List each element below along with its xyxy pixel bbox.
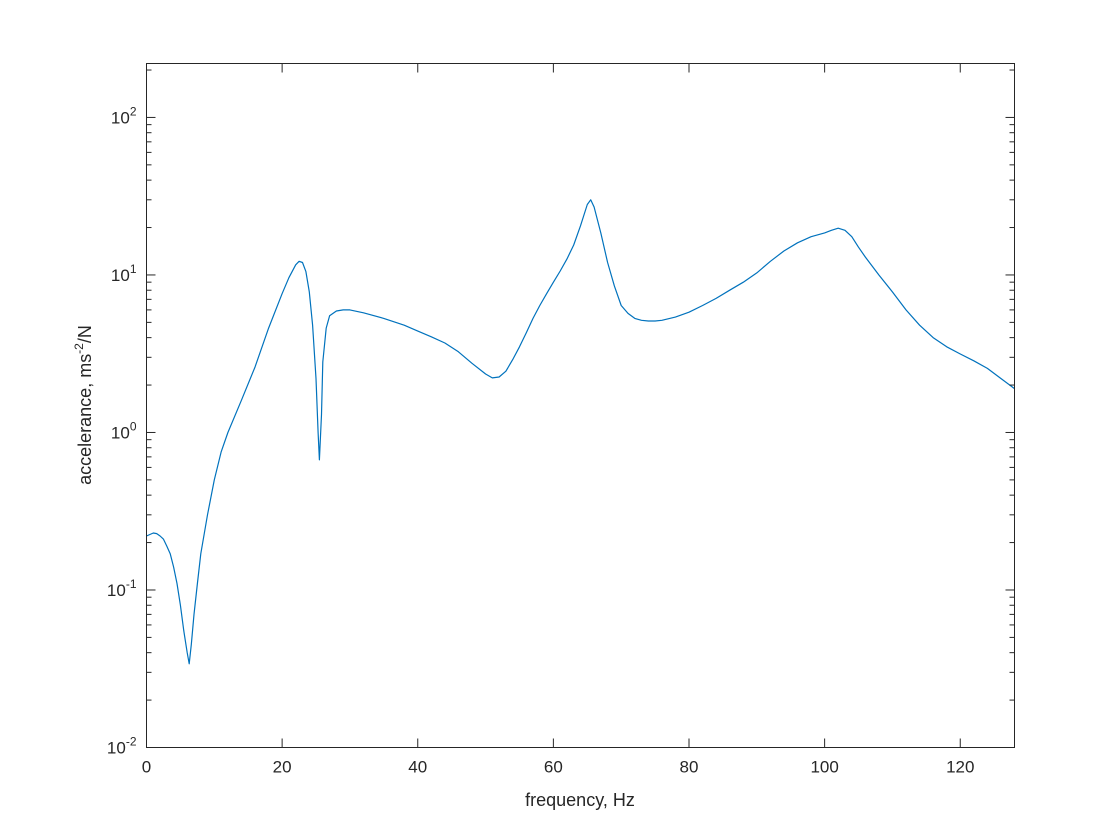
y-tick-label: 100 [111, 419, 137, 442]
y-axis-label: accelerance, ms-2/N [72, 325, 95, 485]
x-tick-label: 80 [680, 758, 699, 777]
y-tick-label: 10-2 [107, 735, 137, 758]
ticks-layer: 0 20 40 60 80 100 120 10-2 10-1 100 101 102 [107, 63, 1015, 777]
x-tick-label: 40 [408, 758, 427, 777]
plot-frame [146, 63, 1015, 748]
x-tick-label: 20 [273, 758, 292, 777]
y-tick-label: 101 [111, 262, 137, 285]
x-tick-label: 60 [544, 758, 563, 777]
y-axis-label-superscript: -2 [72, 343, 86, 354]
y-axis-label-main: accelerance, ms [75, 354, 95, 485]
x-tick-label: 100 [810, 758, 838, 777]
series-line [146, 199, 1015, 665]
x-axis-label: frequency, Hz [525, 790, 635, 810]
data-layer [146, 199, 1015, 665]
y-tick-label: 10-1 [107, 577, 137, 600]
y-tick-label: 102 [111, 104, 137, 127]
plot-background [146, 63, 1015, 748]
x-tick-label: 0 [142, 758, 151, 777]
x-tick-label: 120 [946, 758, 974, 777]
y-axis-label-suffix: /N [75, 325, 95, 343]
